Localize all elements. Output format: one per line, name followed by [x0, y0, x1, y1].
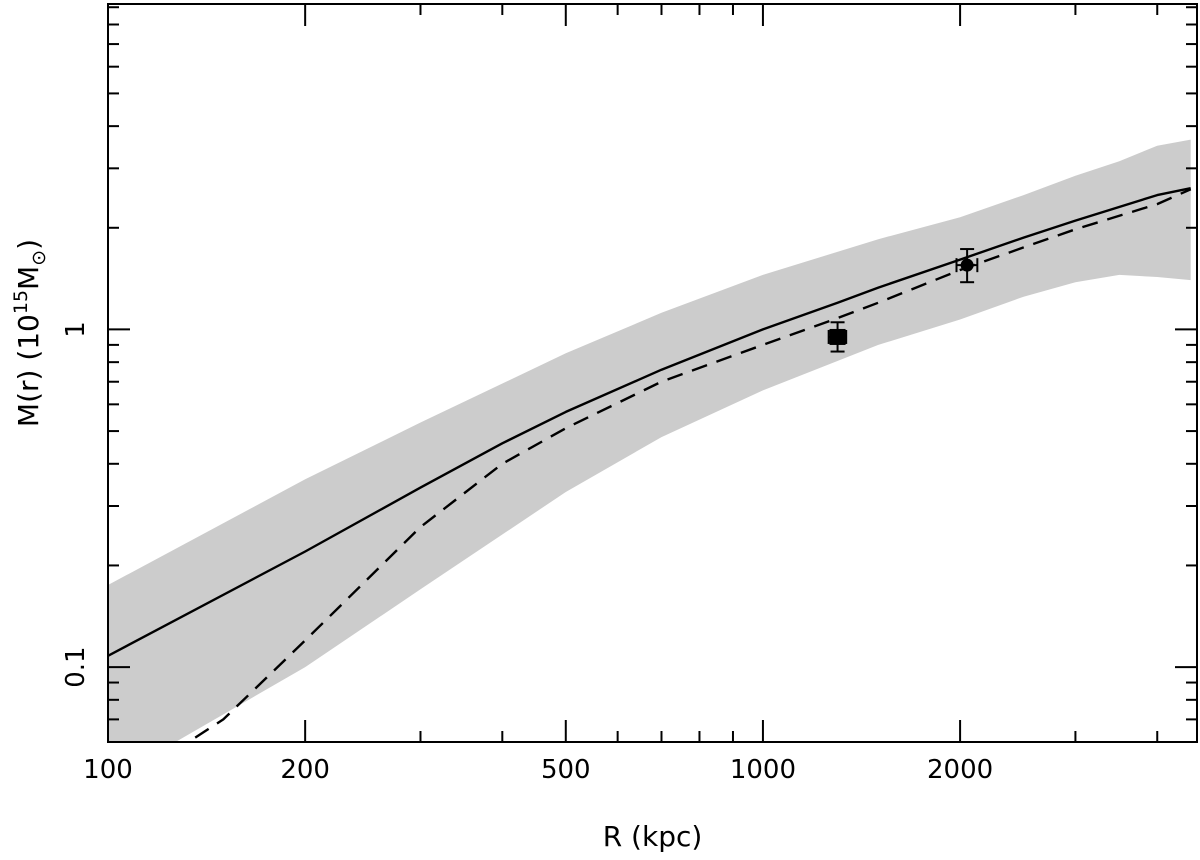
uncertainty-band	[108, 139, 1191, 742]
y-axis-label: M(r) (1015M⊙)	[10, 239, 50, 427]
x-tick-label: 500	[541, 755, 591, 785]
x-tick-label: 100	[83, 755, 133, 785]
square-marker	[829, 328, 846, 345]
y-tick-label: 1	[61, 321, 91, 338]
y-axis-label-suffix: )	[12, 239, 45, 250]
x-tick-label: 1000	[730, 755, 796, 785]
x-tick-label: 2000	[927, 755, 993, 785]
dashed-series-line	[186, 188, 1192, 742]
circle-marker	[960, 258, 974, 272]
data-point-square	[827, 321, 848, 353]
y-axis-label-prefix: M(r) (10	[12, 314, 45, 427]
solid-series-line	[108, 187, 1191, 657]
plot-frame	[107, 3, 1198, 743]
y-tick-label: 0.1	[61, 646, 91, 687]
data-point-circle	[955, 248, 979, 284]
x-axis-label: R (kpc)	[603, 820, 703, 853]
y-axis-label-unit: M	[12, 266, 45, 290]
x-tick-label: 200	[280, 755, 330, 785]
y-axis-label-exponent: 15	[10, 290, 32, 314]
y-axis-label-subscript: ⊙	[28, 250, 50, 266]
